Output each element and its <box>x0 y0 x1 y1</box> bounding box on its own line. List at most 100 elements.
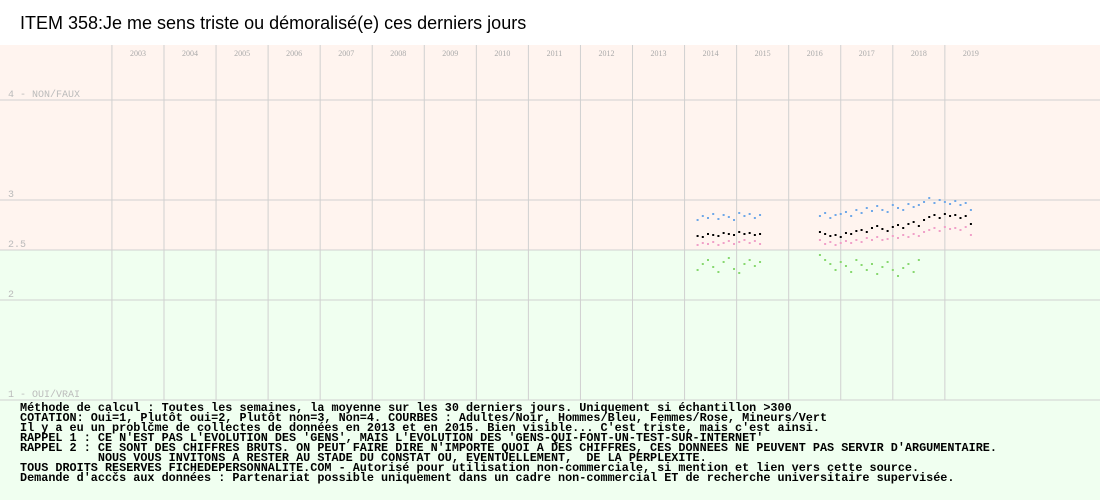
point <box>759 214 762 216</box>
point <box>738 212 741 214</box>
point <box>923 201 926 203</box>
point <box>907 236 910 238</box>
point <box>964 202 967 204</box>
point <box>839 213 842 215</box>
point <box>829 263 832 265</box>
point <box>753 265 756 267</box>
point <box>964 215 967 217</box>
point <box>701 215 704 217</box>
point <box>844 211 847 213</box>
point <box>917 235 920 237</box>
note: Demande d'accčs aux données : Partenaria… <box>20 471 954 485</box>
note: RAPPEL 1 : CE N'EST PAS L'EVOLUTION DES … <box>20 431 763 445</box>
point <box>907 223 910 225</box>
point <box>834 234 837 236</box>
note: NOUS VOUS INVITONS A RESTER AU STADE DU … <box>20 451 707 465</box>
point <box>902 209 905 211</box>
point <box>753 240 756 242</box>
region <box>0 250 1100 500</box>
point <box>870 210 873 212</box>
point <box>912 206 915 208</box>
x-tick-label: 2012 <box>598 49 614 58</box>
point <box>876 236 879 238</box>
point <box>959 204 962 206</box>
point <box>727 240 730 242</box>
point <box>733 219 736 221</box>
point <box>722 232 725 234</box>
point <box>860 229 863 231</box>
point <box>834 269 837 271</box>
x-tick-label: 2011 <box>547 49 563 58</box>
point <box>949 228 952 230</box>
point <box>818 215 821 217</box>
point <box>897 275 900 277</box>
point <box>855 259 858 261</box>
point <box>743 263 746 265</box>
point <box>928 197 931 199</box>
point <box>907 263 910 265</box>
point <box>917 259 920 261</box>
point <box>818 254 821 256</box>
x-tick-label: 2016 <box>807 49 823 58</box>
point <box>733 234 736 236</box>
point <box>748 259 751 261</box>
point <box>706 217 709 219</box>
point <box>850 215 853 217</box>
point <box>865 231 868 233</box>
point <box>891 235 894 237</box>
point <box>712 266 715 268</box>
y-tick-label: 1 - OUI/VRAI <box>8 389 80 401</box>
point <box>850 271 853 273</box>
point <box>839 236 842 238</box>
point <box>870 239 873 241</box>
point <box>870 263 873 265</box>
point <box>870 227 873 229</box>
x-tick-label: 2006 <box>286 49 302 58</box>
point <box>959 217 962 219</box>
x-tick-label: 2009 <box>442 49 458 58</box>
point <box>829 217 832 219</box>
x-tick-label: 2013 <box>651 49 667 58</box>
point <box>855 239 858 241</box>
point <box>891 226 894 228</box>
point <box>717 235 720 237</box>
point <box>824 243 827 245</box>
point <box>938 230 941 232</box>
note: TOUS DROITS RESERVES FICHEDEPERSONNALITE… <box>20 461 919 475</box>
point <box>696 244 699 246</box>
point <box>701 242 704 244</box>
point <box>943 201 946 203</box>
point <box>844 240 847 242</box>
point <box>829 241 832 243</box>
point <box>938 199 941 201</box>
point <box>743 215 746 217</box>
point <box>733 243 736 245</box>
point <box>759 261 762 263</box>
point <box>954 227 957 229</box>
point <box>738 272 741 274</box>
point <box>818 231 821 233</box>
point <box>886 211 889 213</box>
point <box>824 212 827 214</box>
point <box>912 271 915 273</box>
point <box>722 214 725 216</box>
note: COTATION: Oui=1, Plutôt oui=2, Plutôt no… <box>20 411 827 425</box>
point <box>727 257 730 259</box>
point <box>717 271 720 273</box>
point <box>824 259 827 261</box>
x-tick-label: 2008 <box>390 49 406 58</box>
note: RAPPEL 2 : CE SONT DES CHIFFRES BRUTS. O… <box>20 441 997 455</box>
point <box>928 229 931 231</box>
point <box>839 242 842 244</box>
point <box>712 213 715 215</box>
point <box>701 263 704 265</box>
point <box>886 230 889 232</box>
x-tick-label: 2019 <box>963 49 979 58</box>
point <box>969 234 972 236</box>
point <box>753 234 756 236</box>
point <box>959 229 962 231</box>
point <box>897 237 900 239</box>
point <box>969 223 972 225</box>
point <box>850 233 853 235</box>
point <box>696 235 699 237</box>
